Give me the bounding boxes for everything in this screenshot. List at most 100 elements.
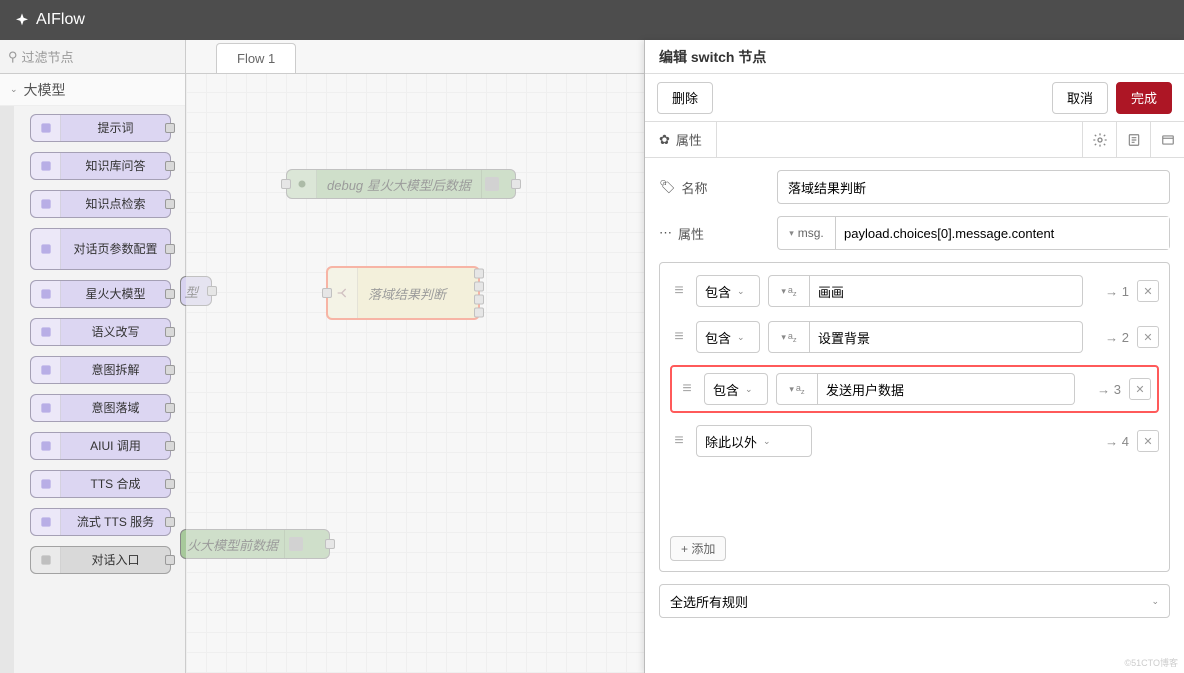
name-input[interactable] bbox=[777, 170, 1170, 204]
match-mode-select[interactable]: 全选所有规则 ⌄ bbox=[659, 584, 1170, 618]
switch-node-label: 落域结果判断 bbox=[358, 284, 456, 303]
property-row: ⋯ 属性 ▾ msg. bbox=[659, 216, 1170, 250]
output-port[interactable] bbox=[207, 286, 217, 296]
node-status-toggle[interactable] bbox=[284, 530, 306, 558]
palette-node-icon bbox=[31, 547, 61, 573]
cancel-button[interactable]: 取消 bbox=[1052, 82, 1108, 114]
search-icon: ⚲ bbox=[8, 49, 18, 65]
drag-handle-icon[interactable]: ≡ bbox=[670, 282, 688, 300]
tab-appearance-icon[interactable] bbox=[1150, 122, 1184, 157]
downstream-node-partial[interactable]: 火大模型前数据 bbox=[180, 529, 330, 559]
palette-node[interactable]: 知识点检索 bbox=[30, 190, 171, 218]
output-port[interactable] bbox=[474, 295, 484, 305]
rule-type-select[interactable]: ▾az bbox=[776, 373, 818, 405]
rule-row: ≡ 包含 ⌄▾az → 1 ✕ bbox=[670, 273, 1159, 309]
palette-node[interactable]: 意图落域 bbox=[30, 394, 171, 422]
rule-row: ≡ 包含 ⌄▾az → 2 ✕ bbox=[670, 319, 1159, 355]
drag-handle-icon[interactable]: ≡ bbox=[678, 380, 696, 398]
category-label: 大模型 bbox=[24, 80, 66, 100]
palette-node-label: 知识点检索 bbox=[61, 197, 170, 211]
node-status-toggle[interactable] bbox=[481, 170, 503, 198]
rule-type-select[interactable]: ▾az bbox=[768, 321, 810, 353]
drag-handle-icon[interactable]: ≡ bbox=[670, 432, 688, 450]
edit-tray: 编辑 switch 节点 删除 取消 完成 ✿ 属性 🏷 名称 bbox=[644, 40, 1184, 673]
flow-tab-label: Flow 1 bbox=[237, 51, 275, 66]
tab-description-icon[interactable] bbox=[1116, 122, 1150, 157]
tag-icon: 🏷 bbox=[659, 179, 676, 195]
rule-value-input[interactable] bbox=[810, 275, 1083, 307]
add-rule-button[interactable]: + 添加 bbox=[670, 536, 726, 561]
upstream-node-label: 型 bbox=[181, 282, 202, 301]
tab-properties[interactable]: ✿ 属性 bbox=[645, 122, 717, 157]
property-type-selector[interactable]: ▾ msg. bbox=[778, 217, 836, 249]
drag-handle-icon[interactable]: ≡ bbox=[670, 328, 688, 346]
switch-icon bbox=[328, 268, 358, 318]
palette-node-icon bbox=[31, 153, 61, 179]
tray-title: 编辑 switch 节点 bbox=[645, 40, 1184, 74]
rule-value-input[interactable] bbox=[818, 373, 1075, 405]
done-button[interactable]: 完成 bbox=[1116, 82, 1172, 114]
rule-delete-button[interactable]: ✕ bbox=[1137, 280, 1159, 302]
rule-output-indicator: → 1 bbox=[1091, 284, 1129, 299]
input-port[interactable] bbox=[281, 179, 291, 189]
palette-node-icon bbox=[31, 471, 61, 497]
rule-value-input[interactable] bbox=[810, 321, 1083, 353]
rule-row: ≡除此以外 ⌄→ 4✕ bbox=[670, 423, 1159, 459]
rule-delete-button[interactable]: ✕ bbox=[1137, 430, 1159, 452]
palette-node[interactable]: 流式 TTS 服务 bbox=[30, 508, 171, 536]
palette-node-label: TTS 合成 bbox=[61, 477, 170, 491]
rule-operator-select[interactable]: 除此以外 ⌄ bbox=[696, 425, 812, 457]
delete-button[interactable]: 删除 bbox=[657, 82, 713, 114]
property-path-input[interactable] bbox=[836, 217, 1169, 249]
tab-properties-label: 属性 bbox=[676, 130, 702, 149]
tray-body: 🏷 名称 ⋯ 属性 ▾ msg. ≡包含 ⌄▾az→ 1✕≡包含 ⌄▾az→ 2… bbox=[645, 158, 1184, 673]
palette-node-label: 提示词 bbox=[61, 121, 170, 135]
palette-node-label: 对话页参数配置 bbox=[61, 242, 170, 256]
output-port[interactable] bbox=[474, 308, 484, 318]
palette-node[interactable]: TTS 合成 bbox=[30, 470, 171, 498]
palette-node-label: AIUI 调用 bbox=[61, 439, 170, 453]
upstream-node-partial[interactable]: 型 bbox=[180, 276, 212, 306]
palette-node[interactable]: 对话页参数配置 bbox=[30, 228, 171, 270]
palette-filter[interactable]: ⚲ 过滤节点 bbox=[0, 40, 185, 74]
palette-node[interactable]: 语义改写 bbox=[30, 318, 171, 346]
rule-type-select[interactable]: ▾az bbox=[768, 275, 810, 307]
debug-node[interactable]: debug 星火大模型后数据 bbox=[286, 169, 516, 199]
palette-node[interactable]: 星火大模型 bbox=[30, 280, 171, 308]
property-label: ⋯ 属性 bbox=[659, 224, 769, 243]
category-header[interactable]: ⌄ 大模型 bbox=[0, 74, 185, 106]
rule-delete-button[interactable]: ✕ bbox=[1137, 326, 1159, 348]
chevron-down-icon: ⌄ bbox=[10, 84, 18, 95]
palette-node-icon bbox=[31, 357, 61, 383]
rule-operator-select[interactable]: 包含 ⌄ bbox=[696, 275, 760, 307]
tray-actions: 删除 取消 完成 bbox=[645, 74, 1184, 122]
palette-node[interactable]: 知识库问答 bbox=[30, 152, 171, 180]
palette-node[interactable]: AIUI 调用 bbox=[30, 432, 171, 460]
output-port[interactable] bbox=[511, 179, 521, 189]
palette-node[interactable]: 提示词 bbox=[30, 114, 171, 142]
palette-node-label: 意图拆解 bbox=[61, 363, 170, 377]
downstream-node-label: 火大模型前数据 bbox=[181, 535, 284, 554]
flow-tab[interactable]: Flow 1 bbox=[216, 43, 296, 73]
palette-node-icon bbox=[31, 319, 61, 345]
caret-down-icon: ▾ bbox=[789, 228, 794, 239]
output-ports bbox=[474, 269, 484, 318]
input-port[interactable] bbox=[322, 288, 332, 298]
chevron-down-icon: ⌄ bbox=[1151, 596, 1159, 607]
palette-node-label: 流式 TTS 服务 bbox=[61, 515, 170, 529]
tab-settings-icon[interactable] bbox=[1082, 122, 1116, 157]
switch-node[interactable]: 落域结果判断 bbox=[326, 266, 480, 320]
rules-list: ≡包含 ⌄▾az→ 1✕≡包含 ⌄▾az→ 2✕≡包含 ⌄▾az→ 3✕≡除此以… bbox=[659, 262, 1170, 572]
output-port[interactable] bbox=[474, 282, 484, 292]
rule-delete-button[interactable]: ✕ bbox=[1129, 378, 1151, 400]
palette-node[interactable]: 对话入口 bbox=[30, 546, 171, 574]
output-port[interactable] bbox=[325, 539, 335, 549]
rule-operator-select[interactable]: 包含 ⌄ bbox=[704, 373, 768, 405]
rule-operator-select[interactable]: 包含 ⌄ bbox=[696, 321, 760, 353]
wires-layer bbox=[186, 74, 486, 224]
palette-node-label: 意图落域 bbox=[61, 401, 170, 415]
output-port[interactable] bbox=[474, 269, 484, 279]
rule-output-indicator: → 2 bbox=[1091, 330, 1129, 345]
watermark: ©51CTO博客 bbox=[1125, 656, 1178, 669]
palette-node[interactable]: 意图拆解 bbox=[30, 356, 171, 384]
